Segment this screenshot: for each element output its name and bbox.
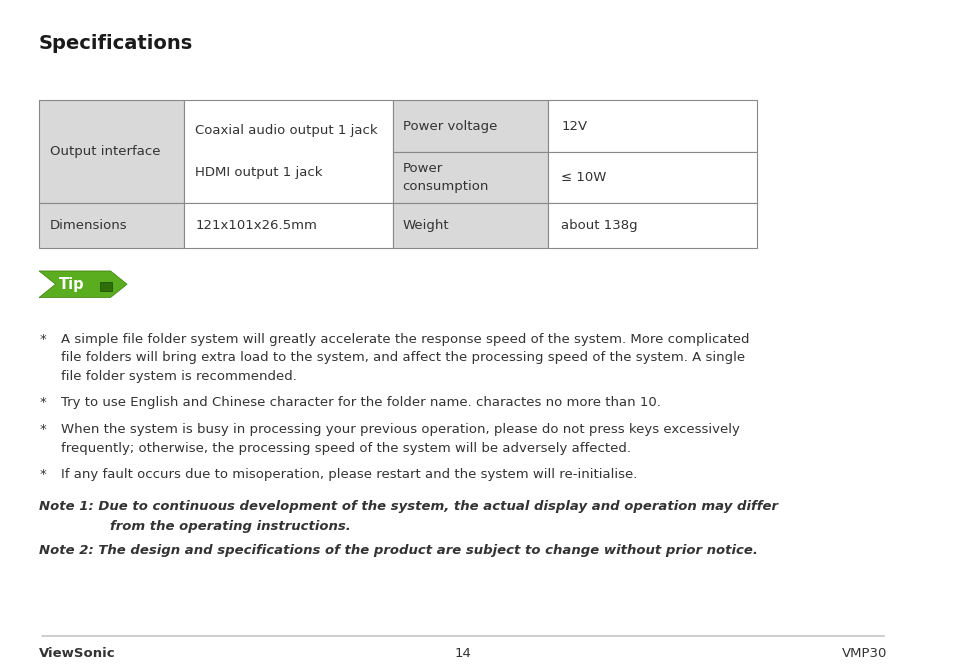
Text: file folder system is recommended.: file folder system is recommended. [61,370,296,383]
Text: frequently; otherwise, the processing speed of the system will be adversely affe: frequently; otherwise, the processing sp… [61,442,631,454]
Bar [184,203,393,249]
Bar [39,203,184,249]
Text: *: * [39,396,46,409]
Text: A simple file folder system will greatly accelerate the response speed of the sy: A simple file folder system will greatly… [61,333,749,345]
Text: Dimensions: Dimensions [50,219,128,233]
Text: Note 1: Due to continuous development of the system, the actual display and oper: Note 1: Due to continuous development of… [39,500,778,513]
Polygon shape [39,271,127,298]
Text: Coaxial audio output 1 jack

HDMI output 1 jack: Coaxial audio output 1 jack HDMI output … [195,124,377,179]
Text: Output interface: Output interface [50,145,160,159]
Text: from the operating instructions.: from the operating instructions. [110,520,350,533]
Text: 14: 14 [455,646,471,660]
Bar [39,100,184,203]
Text: If any fault occurs due to misoperation, please restart and the system will re-i: If any fault occurs due to misoperation,… [61,468,637,481]
Text: file folders will bring extra load to the system, and affect the processing spee: file folders will bring extra load to th… [61,351,744,364]
Text: VMP30: VMP30 [841,646,886,660]
Text: *: * [39,423,46,436]
Text: Note 2: The design and specifications of the product are subject to change witho: Note 2: The design and specifications of… [39,544,757,556]
Bar [393,152,547,203]
Bar [100,282,112,291]
Text: *: * [39,333,46,345]
Text: ViewSonic: ViewSonic [39,646,115,660]
Text: Power voltage: Power voltage [402,120,497,132]
Text: Weight: Weight [402,219,449,233]
Text: 12V: 12V [560,120,587,132]
Text: about 138g: about 138g [560,219,638,233]
Bar [547,203,756,249]
Text: *: * [39,468,46,481]
Bar [393,100,547,152]
Text: When the system is busy in processing your previous operation, please do not pre: When the system is busy in processing yo… [61,423,740,436]
Text: ≤ 10W: ≤ 10W [560,171,606,184]
Text: Power
consumption: Power consumption [402,162,488,193]
Bar [393,203,547,249]
Text: Specifications: Specifications [39,34,193,53]
Text: 121x101x26.5mm: 121x101x26.5mm [195,219,316,233]
Bar [547,100,756,152]
Bar [547,152,756,203]
Text: Tip: Tip [59,277,85,292]
Bar [184,100,393,203]
Text: Try to use English and Chinese character for the folder name. charactes no more : Try to use English and Chinese character… [61,396,660,409]
